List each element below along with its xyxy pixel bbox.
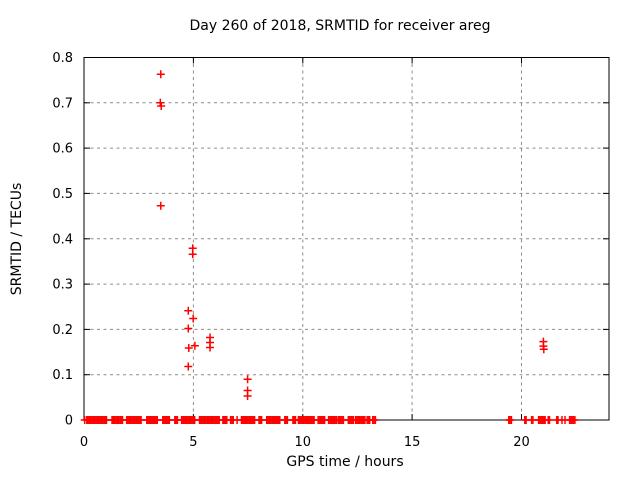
x-tick-label: 10 bbox=[295, 435, 312, 450]
data-point-marker bbox=[570, 416, 579, 424]
y-tick-label: 0.4 bbox=[52, 232, 73, 247]
data-point-marker bbox=[233, 416, 242, 424]
data-point-marker bbox=[545, 416, 554, 424]
y-tick-label: 0.8 bbox=[52, 51, 73, 66]
y-tick-label: 0.6 bbox=[52, 142, 73, 157]
data-point-marker bbox=[539, 345, 548, 354]
data-point-marker bbox=[243, 392, 252, 400]
data-point-marker bbox=[184, 306, 193, 315]
data-point-marker bbox=[156, 201, 165, 210]
y-tick-label: 0 bbox=[65, 414, 73, 429]
data-point-marker bbox=[243, 375, 252, 384]
data-point-marker bbox=[157, 102, 166, 110]
x-tick-label: 5 bbox=[189, 435, 197, 450]
x-tick-label: 0 bbox=[80, 435, 88, 450]
x-tick-label: 20 bbox=[513, 435, 530, 450]
chart-title: Day 260 of 2018, SRMTID for receiver are… bbox=[189, 18, 491, 34]
data-point-marker bbox=[184, 344, 193, 352]
data-point-marker bbox=[190, 341, 199, 350]
data-point-marker bbox=[188, 250, 197, 259]
x-axis-label: GPS time / hours bbox=[286, 454, 404, 470]
y-tick-label: 0.5 bbox=[52, 187, 73, 202]
y-tick-label: 0.7 bbox=[52, 96, 73, 111]
data-point-marker bbox=[184, 362, 193, 371]
data-point-marker bbox=[156, 70, 165, 79]
data-point-marker bbox=[206, 343, 214, 352]
y-tick-label: 0.2 bbox=[52, 323, 73, 338]
data-point-marker bbox=[561, 416, 569, 424]
data-point-marker bbox=[80, 416, 89, 424]
x-tick-label: 15 bbox=[404, 435, 421, 450]
data-point-marker bbox=[507, 416, 516, 424]
data-point-marker bbox=[184, 324, 193, 333]
data-point-marker bbox=[189, 314, 198, 323]
y-tick-label: 0.3 bbox=[52, 278, 73, 293]
data-point-marker bbox=[371, 416, 380, 424]
y-tick-label: 0.1 bbox=[52, 368, 73, 383]
